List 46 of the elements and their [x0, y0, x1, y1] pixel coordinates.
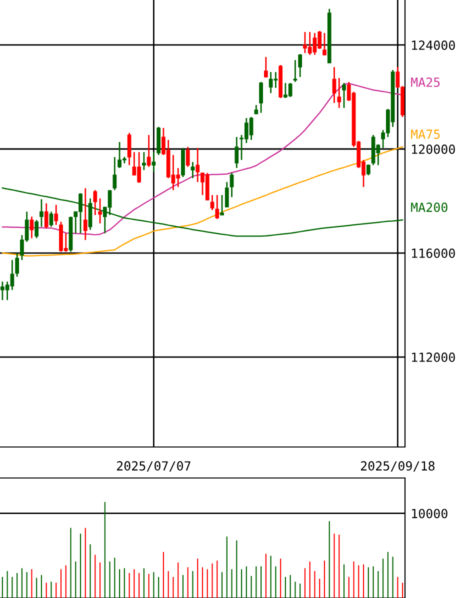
candlestick — [152, 151, 156, 173]
candlestick — [30, 216, 34, 239]
candlestick — [88, 198, 92, 231]
candlestick — [186, 146, 190, 168]
y-tick-label: 116000 — [412, 248, 455, 258]
candlestick — [112, 156, 117, 191]
candlestick — [93, 189, 98, 216]
candlestick — [264, 56, 268, 78]
y-tick-label: 120000 — [412, 144, 455, 154]
line-series — [2, 146, 404, 256]
candlestick — [293, 59, 298, 83]
y-tick-label: 124000 — [412, 40, 455, 50]
candlestick — [234, 136, 239, 169]
y-tick-label: 10000 — [412, 508, 448, 518]
candlestick — [259, 81, 263, 114]
candlestick — [44, 202, 48, 230]
series-label: MA25 — [411, 77, 440, 87]
candlestick — [127, 132, 132, 166]
x-tick-label: 2025/09/18 — [360, 461, 435, 472]
candlestick — [196, 147, 200, 183]
x-tick-label: 2025/07/07 — [117, 461, 190, 472]
candlestick — [40, 198, 44, 228]
candlestick — [34, 219, 39, 239]
candlestick — [322, 32, 326, 56]
candlestick — [332, 66, 336, 104]
y-tick-label: 112000 — [412, 352, 455, 362]
candlestick — [220, 194, 224, 216]
candlestick — [49, 210, 54, 228]
candlestick — [98, 198, 102, 224]
candlestick — [215, 194, 220, 220]
candlestick — [83, 188, 88, 241]
line-series — [2, 187, 404, 237]
candlestick — [366, 164, 370, 176]
candlestick — [142, 151, 146, 171]
candlestick — [224, 181, 229, 208]
candlestick — [230, 172, 234, 198]
candlestick — [15, 252, 20, 278]
candlestick — [210, 194, 214, 211]
candlestick — [190, 161, 195, 179]
candlestick — [146, 134, 151, 168]
candlestick — [337, 77, 342, 109]
series-label: MA200 — [411, 202, 448, 212]
series-label: MA75 — [411, 130, 440, 139]
candlestick — [54, 204, 58, 226]
candlestick — [298, 53, 302, 78]
candlestick — [342, 82, 346, 109]
